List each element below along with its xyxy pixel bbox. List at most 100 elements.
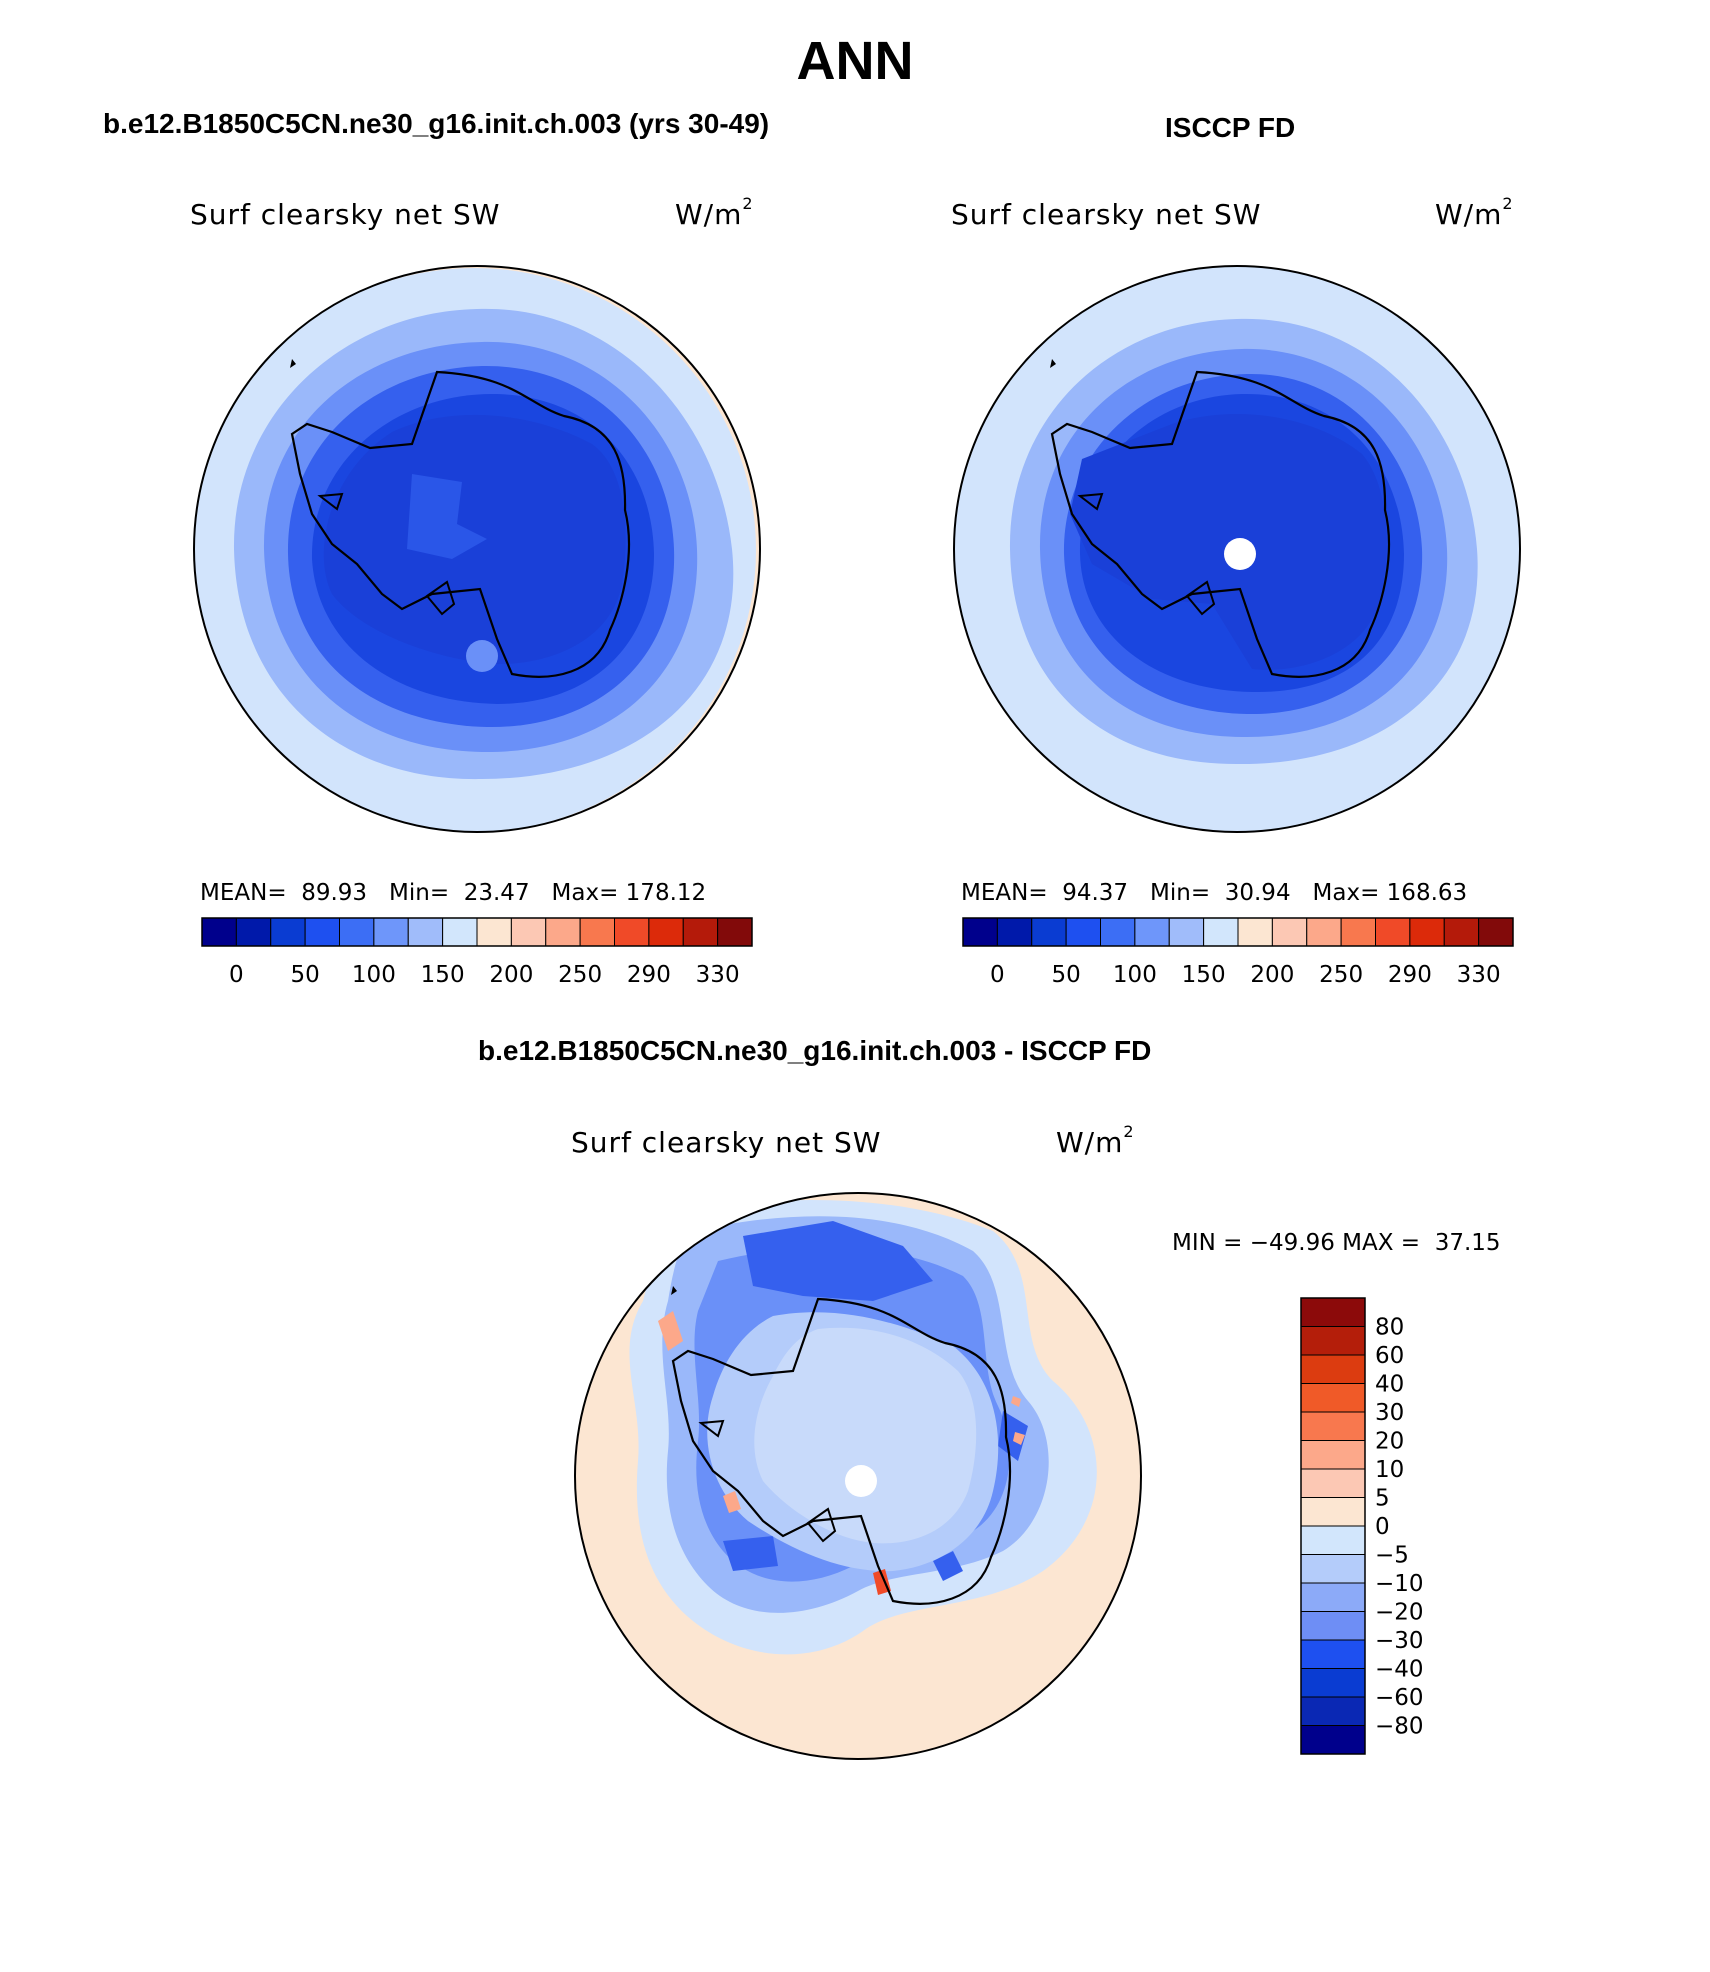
obs-colorbar-tick-label: 290 xyxy=(1388,962,1432,988)
diff-colorbar-swatch xyxy=(1300,1440,1366,1470)
diff-colorbar-swatch xyxy=(1300,1297,1366,1327)
diff-colorbar-swatch xyxy=(1300,1326,1366,1356)
diff-colorbar-tick-label: −80 xyxy=(1375,1714,1424,1740)
model-polar-map xyxy=(193,265,761,833)
diff-colorbar-tick-label: 10 xyxy=(1375,1457,1404,1483)
diff-colorbar-swatch xyxy=(1300,1354,1366,1384)
diff-colorbar-tick-label: 60 xyxy=(1375,1343,1404,1369)
obs-colorbar-swatch xyxy=(1478,917,1514,947)
diff-panel-heading: b.e12.B1850C5CN.ne30_g16.init.ch.003 - I… xyxy=(478,1035,1152,1066)
diff-colorbar-swatch xyxy=(1300,1696,1366,1726)
obs-units-label: W/m2 xyxy=(1435,194,1514,231)
diff-variable-label: Surf clearsky net SW xyxy=(571,1126,882,1159)
diff-colorbar-swatch xyxy=(1300,1525,1366,1555)
obs-colorbar-tick-label: 200 xyxy=(1250,962,1294,988)
model-colorbar-swatch xyxy=(717,917,753,947)
obs-colorbar-swatch xyxy=(1340,917,1376,947)
obs-colorbar-swatch xyxy=(1031,917,1067,947)
obs-stats: MEAN= 94.37 Min= 30.94 Max= 168.63 xyxy=(961,880,1468,906)
obs-colorbar-swatch xyxy=(1306,917,1342,947)
model-colorbar-swatch xyxy=(614,917,650,947)
diff-colorbar-swatch xyxy=(1300,1383,1366,1413)
model-colorbar-swatch xyxy=(682,917,719,947)
diff-colorbar-swatch xyxy=(1300,1582,1366,1612)
model-colorbar-tick-label: 100 xyxy=(352,962,396,988)
obs-colorbar-swatch xyxy=(1443,917,1480,947)
obs-colorbar-swatch xyxy=(1271,917,1308,947)
diff-colorbar-frame xyxy=(1300,1297,1366,1755)
diff-colorbar-swatch xyxy=(1300,1554,1366,1584)
model-colorbar-tick-label: 330 xyxy=(696,962,740,988)
model-units-label: W/m2 xyxy=(675,194,754,231)
model-colorbar-tick-label: 290 xyxy=(627,962,671,988)
model-colorbar-swatch xyxy=(201,917,237,947)
obs-colorbar-swatch xyxy=(1100,917,1136,947)
diff-colorbar-tick-label: −10 xyxy=(1375,1571,1424,1597)
obs-colorbar-swatch xyxy=(1065,917,1101,947)
diff-polar-map xyxy=(574,1192,1142,1760)
model-colorbar-tick-label: 200 xyxy=(489,962,533,988)
model-colorbar-swatch xyxy=(579,917,615,947)
model-colorbar-swatch xyxy=(545,917,581,947)
diff-colorbar-tick-label: −20 xyxy=(1375,1600,1424,1626)
obs-colorbar-swatch xyxy=(1168,917,1205,947)
model-colorbar-frame xyxy=(201,917,753,947)
diff-units-label: W/m2 xyxy=(1056,1122,1135,1159)
diff-colorbar-tick-label: 40 xyxy=(1375,1372,1404,1398)
model-colorbar-tick-label: 0 xyxy=(229,962,244,988)
obs-colorbar-tick-label: 0 xyxy=(990,962,1005,988)
obs-colorbar-tick-label: 150 xyxy=(1182,962,1226,988)
model-colorbar-swatch xyxy=(235,917,272,947)
obs-panel-heading: ISCCP FD xyxy=(1165,112,1296,143)
model-colorbar-swatch xyxy=(476,917,512,947)
model-colorbar-swatch xyxy=(304,917,340,947)
model-colorbar-tick-label: 250 xyxy=(558,962,602,988)
diff-colorbar-tick-label: −5 xyxy=(1375,1543,1409,1569)
obs-colorbar-tick-label: 330 xyxy=(1457,962,1501,988)
model-colorbar-tick-label: 50 xyxy=(290,962,319,988)
figure-title: ANN xyxy=(796,31,914,91)
diff-colorbar-swatch xyxy=(1300,1468,1366,1498)
diff-minmax-label: MIN = −49.96 MAX = 37.15 xyxy=(1172,1230,1501,1256)
model-colorbar-swatch xyxy=(510,917,547,947)
diff-colorbar-tick-label: 0 xyxy=(1375,1514,1390,1540)
model-colorbar-tick-label: 150 xyxy=(421,962,465,988)
model-variable-label: Surf clearsky net SW xyxy=(190,198,501,231)
model-colorbar-swatch xyxy=(407,917,444,947)
model-colorbar: 0 50 100 150 200 250 290 330 xyxy=(201,917,753,988)
model-colorbar-swatch xyxy=(648,917,684,947)
diff-colorbar-swatch xyxy=(1300,1725,1366,1755)
obs-colorbar-frame xyxy=(962,917,1514,947)
diff-colorbar-tick-label: 20 xyxy=(1375,1429,1404,1455)
obs-colorbar-swatch xyxy=(1134,917,1170,947)
diff-colorbar-tick-label: −60 xyxy=(1375,1685,1424,1711)
diff-colorbar-swatch xyxy=(1300,1497,1366,1527)
obs-colorbar-swatch xyxy=(1237,917,1273,947)
diff-colorbar-swatch xyxy=(1300,1611,1366,1641)
diff-colorbar-tick-label: 5 xyxy=(1375,1486,1390,1512)
diff-colorbar-swatch xyxy=(1300,1639,1366,1669)
diff-colorbar-swatch xyxy=(1300,1668,1366,1698)
obs-colorbar-swatch xyxy=(1203,917,1239,947)
diff-colorbar-tick-label: −40 xyxy=(1375,1657,1424,1683)
obs-variable-label: Surf clearsky net SW xyxy=(951,198,1262,231)
diff-colorbar-swatch xyxy=(1300,1411,1366,1441)
model-stats: MEAN= 89.93 Min= 23.47 Max= 178.12 xyxy=(200,880,707,906)
obs-colorbar-swatch xyxy=(1375,917,1411,947)
model-colorbar-swatch xyxy=(373,917,409,947)
model-colorbar-swatch xyxy=(339,917,375,947)
model-panel-heading: b.e12.B1850C5CN.ne30_g16.init.ch.003 (yr… xyxy=(103,108,770,139)
diff-colorbar-tick-label: 80 xyxy=(1375,1315,1404,1341)
diff-colorbar-tick-label: 30 xyxy=(1375,1400,1404,1426)
model-colorbar-swatch xyxy=(270,917,306,947)
diff-colorbar-tick-label: −30 xyxy=(1375,1628,1424,1654)
obs-polar-map xyxy=(953,265,1521,833)
obs-colorbar-swatch xyxy=(996,917,1033,947)
obs-colorbar: 0 50 100 150 200 250 290 330 xyxy=(962,917,1514,988)
model-colorbar-swatch xyxy=(442,917,478,947)
obs-colorbar-swatch xyxy=(1409,917,1445,947)
obs-colorbar-tick-label: 50 xyxy=(1051,962,1080,988)
obs-colorbar-swatch xyxy=(962,917,998,947)
obs-colorbar-tick-label: 100 xyxy=(1113,962,1157,988)
